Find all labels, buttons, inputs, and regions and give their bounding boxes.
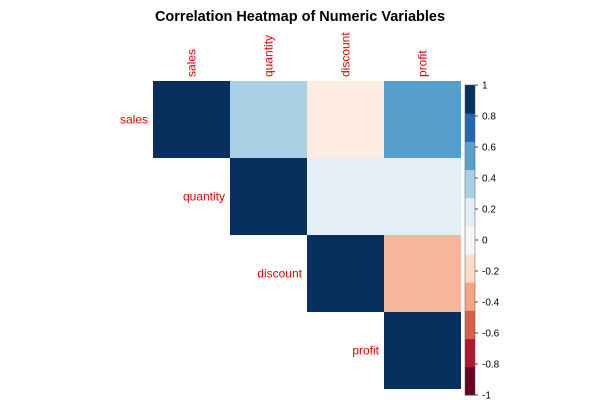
row-label-sales: sales [120, 113, 148, 127]
cell-quantity-quantity [230, 158, 307, 235]
colorbar-segment [465, 169, 475, 199]
row-label-profit: profit [352, 344, 379, 358]
colorbar-tick-label: -0.2 [482, 267, 500, 278]
colorbar-segment [465, 197, 475, 227]
cell-sales-profit [384, 81, 461, 158]
colorbar-tick-label: -0.4 [482, 298, 500, 309]
cell-profit-profit [384, 312, 461, 389]
cell-discount-discount [307, 235, 384, 312]
column-label-sales: sales [185, 49, 199, 77]
colorbar-segment [465, 141, 475, 171]
colorbar-tick-label: -0.6 [482, 329, 500, 340]
cell-discount-profit [384, 235, 461, 312]
cell-sales-discount [307, 81, 384, 158]
column-label-profit: profit [416, 50, 430, 77]
colorbar-tick-label: 0.4 [482, 174, 496, 185]
colorbar-tick-label: 0.2 [482, 205, 496, 216]
row-label-discount: discount [257, 267, 302, 281]
colorbar-segment [465, 282, 475, 311]
cell-quantity-profit [384, 158, 461, 235]
colorbar-tick-label: 0.8 [482, 112, 496, 123]
colorbar-segment [465, 366, 475, 396]
colorbar-segment [465, 225, 475, 255]
cell-sales-quantity [230, 81, 307, 158]
cell-sales-sales [153, 81, 230, 158]
colorbar-tick-label: 0.6 [482, 143, 496, 154]
colorbar-tick-label: -1 [482, 391, 491, 400]
chart-title: Correlation Heatmap of Numeric Variables [154, 9, 446, 25]
colorbar-segment [465, 85, 475, 114]
colorbar-segment [465, 113, 475, 142]
column-label-quantity: quantity [262, 35, 276, 77]
colorbar-tick-label: 1 [482, 81, 488, 92]
colorbar-segment [465, 310, 475, 340]
colorbar-tick-label: -0.8 [482, 360, 500, 371]
row-label-quantity: quantity [183, 190, 225, 204]
cell-quantity-discount [307, 158, 384, 235]
colorbar-tick-label: 0 [482, 236, 488, 247]
colorbar-segment [465, 338, 475, 368]
colorbar-segment [465, 254, 475, 283]
column-label-discount: discount [339, 32, 353, 77]
